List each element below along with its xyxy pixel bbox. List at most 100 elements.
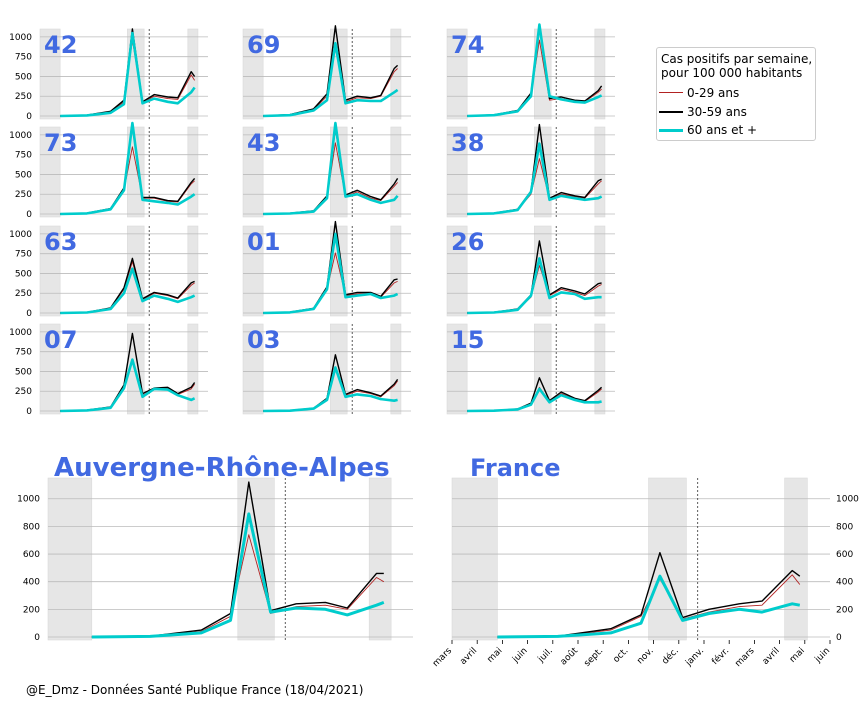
- y-tick-label: 200: [836, 605, 853, 615]
- legend-item-middle: 30-59 ans: [659, 105, 815, 119]
- series-line-senior: [263, 121, 399, 216]
- x-tick-label: déc.: [660, 645, 681, 666]
- y-tick-label: 500: [15, 367, 32, 377]
- x-tick-label: sept.: [582, 646, 605, 669]
- legend-swatch-young: [659, 92, 683, 93]
- y-tick-label: 1000: [9, 33, 32, 43]
- legend: Cas positifs par semaine, pour 100 000 h…: [656, 47, 816, 141]
- legend-item-senior: 60 ans et +: [659, 123, 815, 137]
- x-tick-label: juin: [510, 646, 529, 665]
- y-tick-label: 0: [26, 309, 32, 319]
- shaded-period-3: [594, 28, 606, 120]
- x-tick-label: févr.: [710, 645, 732, 667]
- shaded-period-3: [784, 477, 808, 641]
- y-tick-label: 600: [836, 550, 853, 560]
- panel-title: 42: [44, 31, 77, 59]
- shaded-period-3: [390, 225, 402, 317]
- x-tick-label: mars: [733, 646, 756, 669]
- legend-swatch-senior: [659, 129, 683, 132]
- x-tick-label: mars: [431, 646, 454, 669]
- y-tick-label: 500: [15, 72, 32, 82]
- series-line-senior: [263, 366, 398, 413]
- shaded-period-3: [187, 225, 199, 317]
- series-line-senior: [60, 31, 196, 118]
- y-tick-label: 750: [15, 151, 32, 161]
- panel-title: 43: [247, 129, 280, 157]
- y-tick-label: 750: [15, 250, 32, 260]
- y-tick-label: 400: [23, 578, 40, 588]
- series-line-senior: [467, 23, 603, 118]
- x-tick-label: août: [559, 646, 581, 668]
- panel-03: 03: [242, 323, 411, 415]
- shaded-period-3: [187, 126, 199, 218]
- x-tick-label: avril: [761, 646, 782, 667]
- shaded-period-3: [594, 126, 606, 218]
- y-tick-label: 0: [26, 407, 32, 417]
- legend-title: Cas positifs par semaine, pour 100 000 h…: [661, 52, 817, 80]
- panel-63: 0 250 500 750 1000 63: [9, 225, 208, 319]
- y-tick-label: 750: [15, 348, 32, 358]
- series-line-senior: [91, 512, 385, 639]
- x-tick-label: mai: [788, 646, 807, 665]
- y-tick-label: 500: [15, 269, 32, 279]
- shaded-period-3: [390, 126, 402, 218]
- shaded-period-3: [390, 28, 402, 120]
- series-line-senior: [263, 41, 399, 118]
- panel-title: 26: [451, 228, 484, 256]
- y-tick-label: 500: [15, 170, 32, 180]
- y-tick-label: 1000: [17, 495, 40, 505]
- y-tick-label: 250: [15, 92, 32, 102]
- panel-title: 63: [44, 228, 77, 256]
- x-tick-label: juil.: [536, 646, 555, 665]
- panel-title: Auvergne-Rhône-Alpes: [54, 453, 390, 483]
- y-tick-label: 0: [26, 112, 32, 122]
- shaded-period-3: [594, 225, 606, 317]
- series-line-senior: [497, 574, 801, 639]
- shaded-period-1: [451, 477, 498, 641]
- panel-38: 38: [446, 123, 615, 218]
- legend-item-young: 0-29 ans: [659, 86, 815, 100]
- panel-title: 03: [247, 326, 280, 354]
- y-tick-label: 250: [15, 289, 32, 299]
- panel-43: 43: [242, 121, 411, 218]
- panel-26: 26: [446, 225, 615, 317]
- y-tick-label: 1000: [9, 131, 32, 141]
- y-tick-label: 250: [15, 190, 32, 200]
- y-tick-label: 250: [15, 387, 32, 397]
- panel-auvergne-rhone-alpes: 0 200 400 600 800 1000: [17, 477, 413, 643]
- y-tick-label: 0: [34, 633, 40, 643]
- credit-text: @E_Dmz - Données Santé Publique France (…: [26, 683, 364, 697]
- panel-07: 0 250 500 750 1000 07: [9, 323, 208, 417]
- panel-title: 69: [247, 31, 280, 59]
- shaded-period-1: [47, 477, 93, 641]
- legend-title-line1: Cas positifs par semaine,: [661, 52, 813, 66]
- legend-label-senior: 60 ans et +: [687, 123, 758, 137]
- legend-label-middle: 30-59 ans: [687, 105, 747, 119]
- legend-label-young: 0-29 ans: [687, 86, 740, 100]
- x-tick-label: avril: [458, 646, 479, 667]
- panel-title: 01: [247, 228, 280, 256]
- legend-swatch-middle: [659, 111, 683, 113]
- panel-74: 74: [446, 23, 615, 120]
- y-tick-label: 400: [836, 578, 853, 588]
- y-tick-label: 1000: [836, 495, 859, 505]
- panel-title: 73: [44, 129, 77, 157]
- legend-title-line2: pour 100 000 habitants: [661, 66, 803, 80]
- panel-42: 0 250 500 750 1000 42: [9, 28, 208, 122]
- panel-73: 0 250 500 750 1000 73: [9, 121, 208, 220]
- shaded-period-3: [390, 323, 402, 415]
- series-line-senior: [60, 267, 196, 315]
- panel-15: 15: [446, 323, 615, 415]
- series-line-senior: [467, 257, 602, 315]
- panel-69: 69: [242, 25, 411, 120]
- series-line-senior: [467, 387, 602, 413]
- panel-title: France: [470, 454, 560, 482]
- y-tick-label: 800: [836, 522, 853, 532]
- y-tick-label: 1000: [9, 328, 32, 338]
- y-tick-label: 1000: [9, 230, 32, 240]
- panel-title: 15: [451, 326, 484, 354]
- x-tick-label: juin: [813, 646, 832, 665]
- y-tick-label: 0: [26, 210, 32, 220]
